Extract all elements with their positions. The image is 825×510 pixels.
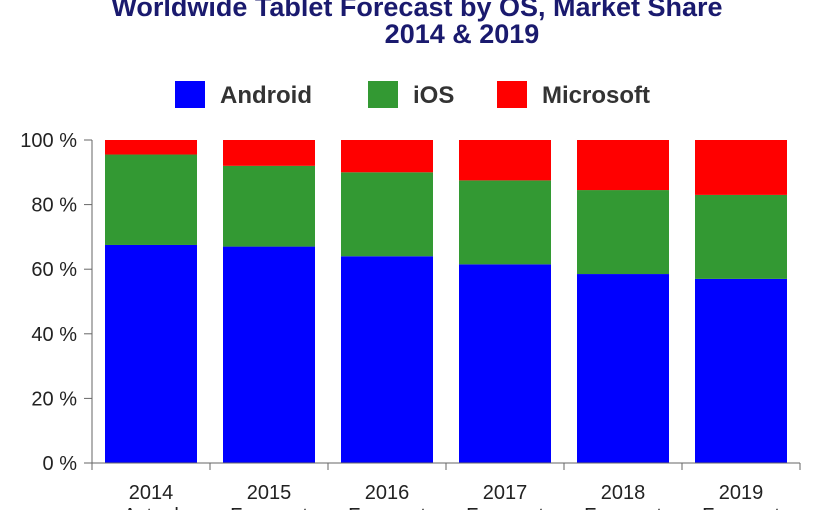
legend-label-android: Android bbox=[220, 82, 312, 109]
legend-swatch-microsoft bbox=[497, 81, 527, 108]
y-tick-label: 80 % bbox=[31, 195, 77, 217]
x-axis: 2014Actual2015Forecast2016Forecast2017Fo… bbox=[91, 462, 801, 510]
bar-ios-2016 bbox=[341, 172, 433, 257]
bar-microsoft-2014 bbox=[105, 140, 197, 155]
y-tick-label: 100 % bbox=[20, 130, 77, 152]
bar-microsoft-2018 bbox=[577, 140, 669, 191]
legend-label-microsoft: Microsoft bbox=[542, 82, 650, 109]
x-category-sublabel: Forecast bbox=[584, 505, 662, 510]
legend-swatch-ios bbox=[368, 81, 398, 108]
y-tick-label: 0 % bbox=[43, 453, 78, 475]
bar-android-2017 bbox=[459, 264, 551, 463]
bars bbox=[105, 140, 787, 463]
bar-ios-2014 bbox=[105, 154, 197, 245]
x-category-sublabel: Forecast bbox=[348, 505, 426, 510]
bar-android-2018 bbox=[577, 274, 669, 463]
bar-android-2015 bbox=[223, 246, 315, 463]
bar-microsoft-2015 bbox=[223, 140, 315, 166]
bar-ios-2015 bbox=[223, 165, 315, 247]
x-category-sublabel: Forecast bbox=[702, 505, 780, 510]
x-category-label: 2014 bbox=[129, 482, 174, 504]
x-category-sublabel: Actual bbox=[123, 505, 179, 510]
bar-android-2016 bbox=[341, 256, 433, 463]
bar-ios-2017 bbox=[459, 180, 551, 265]
chart-title: Worldwide Tablet Forecast by OS, Market … bbox=[111, 0, 722, 22]
legend-swatch-android bbox=[175, 81, 205, 108]
legend-label-ios: iOS bbox=[413, 82, 454, 109]
x-category-label: 2019 bbox=[719, 482, 764, 504]
y-tick-label: 60 % bbox=[31, 259, 77, 281]
chart-subtitle: 2014 & 2019 bbox=[385, 19, 540, 49]
y-axis: 0 % 20 % 40 % 60 % 80 % 100 % bbox=[20, 130, 93, 475]
bar-android-2014 bbox=[105, 244, 197, 463]
bar-microsoft-2016 bbox=[341, 140, 433, 173]
bar-ios-2018 bbox=[577, 190, 669, 275]
legend: Android iOS Microsoft bbox=[175, 81, 650, 109]
bar-microsoft-2019 bbox=[695, 140, 787, 195]
bar-ios-2019 bbox=[695, 194, 787, 279]
y-tick-label: 40 % bbox=[31, 324, 77, 346]
x-category-label: 2017 bbox=[483, 482, 528, 504]
y-tick-label: 20 % bbox=[31, 388, 77, 410]
x-category-label: 2015 bbox=[247, 482, 292, 504]
bar-microsoft-2017 bbox=[459, 140, 551, 181]
x-category-label: 2016 bbox=[365, 482, 410, 504]
bar-android-2019 bbox=[695, 278, 787, 463]
x-category-sublabel: Forecast bbox=[466, 505, 544, 510]
x-category-sublabel: Forecast bbox=[230, 505, 308, 510]
x-category-label: 2018 bbox=[601, 482, 646, 504]
